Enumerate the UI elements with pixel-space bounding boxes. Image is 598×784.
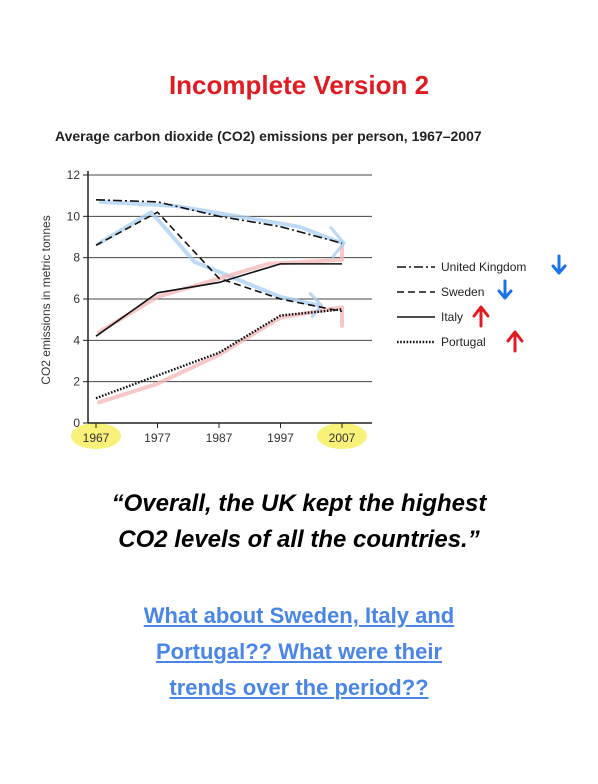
y-tick-label-4: 4 [73, 333, 80, 347]
sweden-trend-stroke [97, 210, 320, 308]
overall-quote: “Overall, the UK kept the highest CO2 le… [0, 486, 598, 558]
highlight-2007 [317, 423, 367, 449]
question-link[interactable]: What about Sweden, Italy and Portugal?? … [0, 598, 598, 706]
trend-up-arrow-icon-portugal [506, 330, 524, 353]
legend-label-italy: Italy [441, 310, 463, 324]
sweden-trend-arrowhead [308, 291, 324, 319]
x-tick-label-2007: 2007 [329, 431, 356, 445]
y-tick-label-12: 12 [67, 168, 81, 182]
y-tick-label-8: 8 [73, 251, 80, 265]
highlight-1967 [71, 423, 121, 449]
quote-line-2: CO2 levels of all the countries.” [118, 526, 480, 553]
trend-up-arrow-icon-italy [472, 305, 490, 328]
uk-trend-arrowhead [328, 225, 346, 259]
chart-title: Average carbon dioxide (CO2) emissions p… [55, 128, 482, 144]
y-tick-label-0: 0 [73, 416, 80, 430]
portugal-trend-stroke [97, 305, 344, 405]
x-tick-label-1967: 1967 [83, 431, 110, 445]
question-line-3[interactable]: trends over the period?? [169, 675, 429, 700]
y-tick-label-6: 6 [73, 292, 80, 306]
y-tick-label-2: 2 [73, 375, 80, 389]
italy-trend-stroke [97, 243, 344, 335]
y-axis-label: CO2 emissions in metric tonnes [39, 215, 53, 384]
question-line-2[interactable]: Portugal?? What were their [155, 639, 443, 664]
co2-line-chart: 0 2 4 6 8 10 12 1967 1977 1987 1997 2007 United Kin… [39, 168, 567, 449]
trend-down-arrow-icon-united-kingdom [551, 254, 567, 275]
x-tick-label-1997: 1997 [267, 431, 294, 445]
trend-down-arrow-icon-sweden [497, 279, 513, 300]
x-tick-label-1987: 1987 [206, 431, 233, 445]
legend-label-portugal: Portugal [441, 335, 486, 349]
quote-line-1: “Overall, the UK kept the highest [111, 490, 487, 517]
uk-trend-stroke [99, 199, 344, 246]
y-tick-label-10: 10 [67, 209, 81, 223]
series-line-italy [95, 263, 342, 337]
question-line-1[interactable]: What about Sweden, Italy and [143, 603, 455, 628]
legend-label-sweden: Sweden [441, 285, 484, 299]
legend-label-united-kingdom: United Kingdom [441, 260, 526, 274]
slide-title: Incomplete Version 2 [168, 70, 430, 100]
x-tick-label-1977: 1977 [144, 431, 171, 445]
